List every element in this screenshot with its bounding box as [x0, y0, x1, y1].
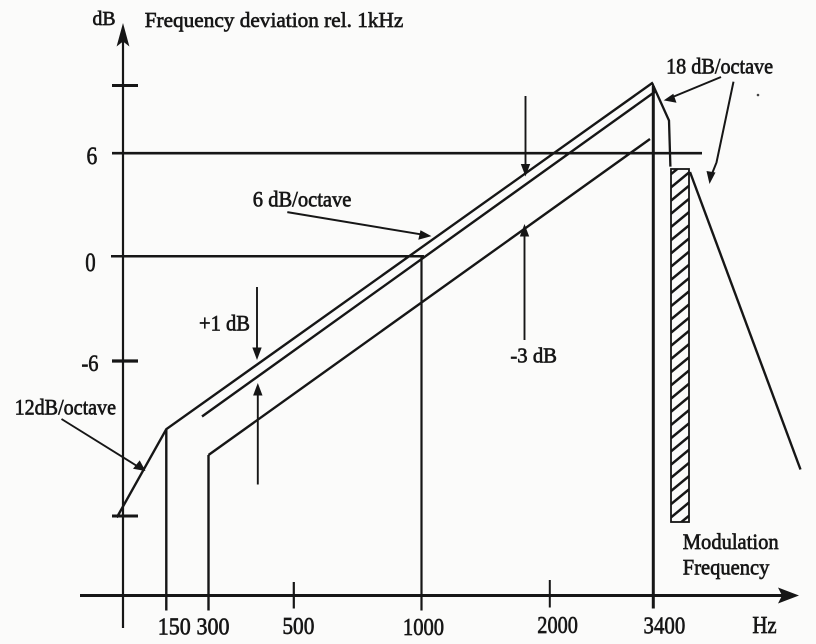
svg-text:dB: dB — [93, 9, 116, 30]
svg-text:+1 dB: +1 dB — [199, 311, 250, 336]
svg-text:6 dB/octave: 6 dB/octave — [253, 187, 352, 211]
svg-text:150: 150 — [158, 614, 191, 641]
svg-text:1000: 1000 — [403, 614, 444, 641]
svg-text:Hz: Hz — [752, 613, 776, 639]
svg-text:Frequency deviation rel. 1kHz: Frequency deviation rel. 1kHz — [145, 8, 404, 32]
svg-text:300: 300 — [197, 614, 230, 641]
svg-text:12dB/octave: 12dB/octave — [15, 395, 116, 419]
svg-text:2000: 2000 — [537, 612, 578, 639]
svg-text:-6: -6 — [82, 351, 99, 377]
svg-text:3400: 3400 — [644, 613, 686, 640]
svg-text:0: 0 — [85, 248, 95, 277]
svg-text:Modulation: Modulation — [683, 530, 779, 554]
svg-text:6: 6 — [87, 143, 98, 170]
svg-text:-3 dB: -3 dB — [510, 344, 557, 368]
svg-text:Frequency: Frequency — [683, 556, 770, 580]
svg-text:500: 500 — [282, 613, 314, 640]
svg-text:18 dB/octave: 18 dB/octave — [666, 54, 773, 78]
